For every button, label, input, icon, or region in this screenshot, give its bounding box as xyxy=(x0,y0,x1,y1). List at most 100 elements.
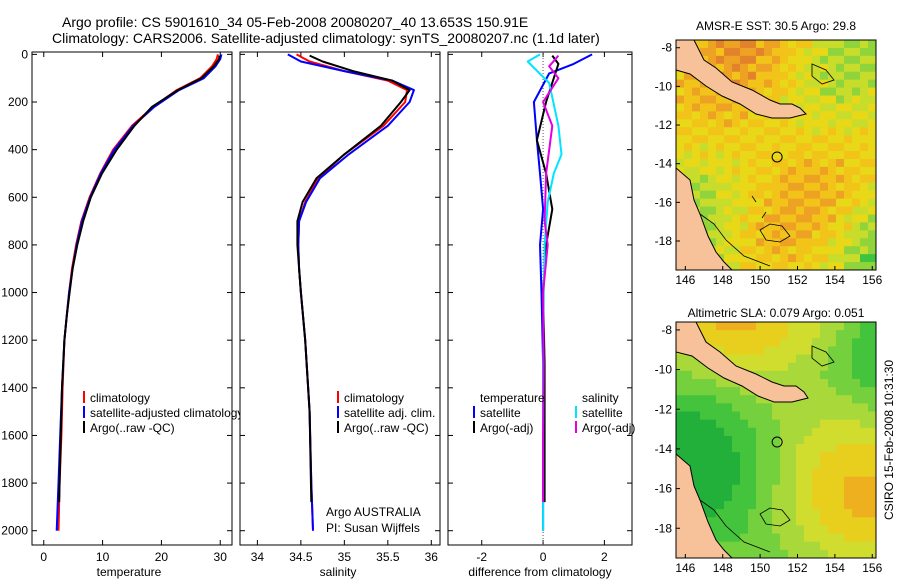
map-cell xyxy=(804,135,813,144)
map-cell xyxy=(820,411,829,421)
map-cell xyxy=(692,362,701,372)
map-cell xyxy=(780,362,789,372)
map-cell xyxy=(844,362,853,372)
map-cell xyxy=(756,403,765,412)
map-cell xyxy=(676,403,685,412)
map-cell xyxy=(772,541,781,551)
map-cell xyxy=(868,174,876,184)
map-cell xyxy=(772,501,781,510)
map-cell xyxy=(732,501,741,510)
map-cell xyxy=(764,63,773,73)
map-cell xyxy=(724,501,733,510)
map-cell xyxy=(780,346,789,355)
map-cell xyxy=(844,387,853,396)
map-cell xyxy=(820,419,829,429)
map-cell xyxy=(836,492,845,502)
map-cell xyxy=(828,549,837,558)
sst-map-frame xyxy=(675,39,877,271)
map-cell xyxy=(852,492,861,502)
map-cell xyxy=(716,435,725,445)
map-cell xyxy=(836,460,845,469)
map-cell xyxy=(860,182,869,192)
map-cell xyxy=(748,158,757,168)
map-cell xyxy=(732,444,741,453)
map-cell xyxy=(684,411,693,421)
sla-coast-land xyxy=(676,322,809,403)
map-cell xyxy=(748,346,757,355)
map-cell xyxy=(764,492,773,502)
x-tick-label: 150 xyxy=(750,561,770,575)
map-cell xyxy=(820,362,829,372)
map-cell xyxy=(796,87,805,96)
map-cell xyxy=(740,103,749,112)
map-cell xyxy=(828,533,837,543)
map-cell xyxy=(828,484,837,494)
map-cell xyxy=(748,362,757,372)
map-cell xyxy=(828,254,837,263)
map-cell xyxy=(836,338,845,347)
map-cell xyxy=(788,79,797,88)
map-cell xyxy=(796,322,805,331)
salinity-xlabel: salinity xyxy=(320,565,357,579)
map-cell xyxy=(732,182,741,192)
map-cell xyxy=(836,198,845,207)
map-cell xyxy=(732,338,741,347)
map-cell xyxy=(796,206,805,215)
map-cell xyxy=(844,509,853,518)
map-cell xyxy=(732,151,741,160)
map-cell xyxy=(804,55,813,65)
map-cell xyxy=(836,525,845,534)
map-cell xyxy=(676,127,685,136)
map-cell xyxy=(772,484,781,494)
map-cell xyxy=(844,55,853,65)
map-cell xyxy=(780,370,789,380)
map-cell xyxy=(780,254,789,263)
map-cell xyxy=(852,501,861,510)
map-cell xyxy=(692,127,701,136)
map-cell xyxy=(740,238,749,247)
map-cell xyxy=(812,222,821,231)
map-cell xyxy=(820,143,829,152)
map-cell xyxy=(820,501,829,510)
map-cell xyxy=(772,230,781,239)
map-cell xyxy=(844,222,853,231)
map-cell xyxy=(788,214,797,223)
map-cell xyxy=(852,533,861,543)
map-cell xyxy=(724,492,733,502)
map-cell xyxy=(820,476,829,486)
map-cell xyxy=(804,79,813,88)
map-cell xyxy=(836,230,845,239)
y-tick-label: -12 xyxy=(655,118,673,132)
map-cell xyxy=(748,79,757,88)
map-cell xyxy=(692,166,701,176)
map-cell xyxy=(780,190,789,200)
map-cell xyxy=(820,71,829,81)
map-cell xyxy=(724,322,733,331)
x-tick-label: 36 xyxy=(425,550,439,564)
map-cell xyxy=(692,143,701,152)
map-cell xyxy=(764,533,773,543)
map-cell xyxy=(868,362,876,372)
map-cell xyxy=(684,103,693,112)
salinity-series xyxy=(287,53,415,531)
map-cell xyxy=(828,238,837,247)
map-cell xyxy=(828,222,837,231)
map-cell xyxy=(676,71,685,81)
map-cell xyxy=(716,517,725,526)
map-cell xyxy=(676,95,685,104)
map-cell xyxy=(812,476,821,486)
map-cell xyxy=(708,158,717,168)
map-cell xyxy=(764,354,773,364)
map-cell xyxy=(740,346,749,355)
map-cell xyxy=(716,484,725,494)
map-cell xyxy=(684,362,693,372)
map-cell xyxy=(844,549,853,558)
map-cell xyxy=(820,460,829,469)
map-cell xyxy=(732,127,741,136)
map-cell xyxy=(804,95,813,104)
map-cell xyxy=(812,95,821,104)
map-cell xyxy=(820,427,829,437)
legend-label-temp-satellite: satellite xyxy=(480,406,521,420)
map-cell xyxy=(756,444,765,453)
map-cell xyxy=(772,411,781,421)
